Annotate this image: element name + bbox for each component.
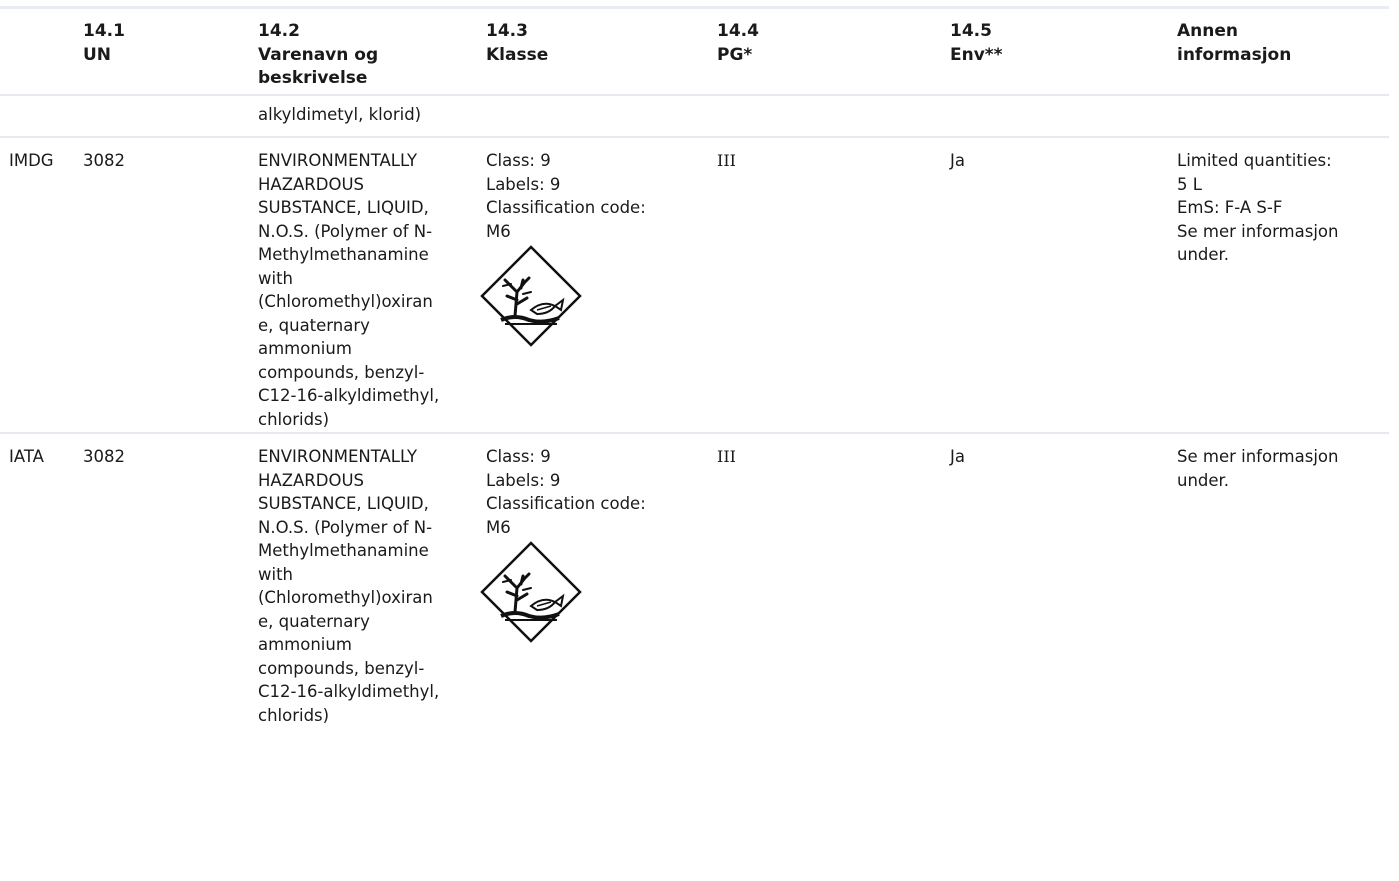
cell-line: ENVIRONMENTALLY [258, 447, 418, 466]
header-class-label: Klasse [486, 44, 549, 65]
header-env-number: 14.5 [950, 21, 992, 41]
cell-line: ammonium [258, 635, 352, 654]
continuation-name-text: alkyldimetyl, klorid) [258, 104, 422, 124]
other-cell: Se mer informasjon under. [1177, 433, 1389, 727]
cell-line: Class: 9 [486, 447, 551, 466]
cell-line: chlorids) [258, 409, 330, 429]
table-top-rule [0, 6, 1389, 9]
cell-line: compounds, benzyl- [258, 362, 425, 382]
cell-line: compounds, benzyl- [258, 658, 425, 678]
cell-line: EmS: F-A S-F [1177, 198, 1283, 217]
cell-line: Se mer informasjon [1177, 221, 1339, 241]
cell-line: Methylmethanamine [258, 245, 429, 264]
table-header-row: 14.1 UN 14.2 Varenavn og beskrivelse 14.… [0, 14, 1389, 96]
cell-line: (Chloromethyl)oxiran [258, 588, 433, 607]
header-pg-label: PG* [717, 44, 753, 65]
cell-line: under. [1177, 245, 1230, 264]
transport-info-table: 14.1 UN 14.2 Varenavn og beskrivelse 14.… [0, 14, 1389, 727]
class-cell: Class: 9 Labels: 9 Classification code: M6 [480, 137, 717, 434]
cell-line: C12-16-alkyldimethyl, [258, 682, 440, 701]
cell-line: Labels: 9 [486, 174, 561, 194]
header-other-label-2: informasjon [1177, 44, 1292, 65]
mode-cell: IATA [9, 447, 44, 466]
cell-line: Labels: 9 [486, 470, 561, 490]
cell-line: e, quaternary [258, 611, 370, 631]
continuation-name-cell: alkyldimetyl, klorid) [258, 94, 486, 138]
env-cell: Ja [950, 137, 1177, 434]
cell-line: N.O.S. (Polymer of N- [258, 517, 433, 537]
environment-hazard-icon [480, 541, 582, 643]
cell-line: under. [1177, 470, 1230, 490]
cell-line: Classification code: [486, 494, 646, 513]
mode-cell: IMDG [0, 137, 83, 434]
header-name-label-2: beskrivelse [258, 68, 368, 88]
cell-line: ammonium [258, 339, 352, 358]
class-cell: Class: 9 Labels: 9 Classification code: M6 [480, 433, 717, 727]
cell-line: Class: 9 [486, 151, 551, 170]
cell-line: N.O.S. (Polymer of N- [258, 221, 433, 241]
un-cell: 3082 [83, 137, 258, 434]
header-mode [0, 14, 83, 96]
header-class-number: 14.3 [486, 21, 528, 41]
cell-line: C12-16-alkyldimethyl, [258, 386, 440, 405]
env-cell: Ja [950, 447, 965, 466]
cell-line: SUBSTANCE, LIQUID, [258, 198, 429, 217]
pg-cell: III [717, 137, 950, 434]
cell-line: chlorids) [258, 705, 330, 725]
cell-line: Se mer informasjon [1177, 447, 1339, 466]
cell-line: with [258, 268, 294, 288]
class-lines: Class: 9 Labels: 9 Classification code: M6 [486, 149, 717, 243]
environment-hazard-icon [480, 245, 582, 347]
header-pg-number: 14.4 [717, 21, 759, 41]
cell-line: M6 [486, 517, 511, 537]
class-lines: Class: 9 Labels: 9 Classification code: M6 [486, 445, 717, 539]
name-cell: ENVIRONMENTALLY HAZARDOUS SUBSTANCE, LIQUI… [258, 433, 486, 727]
header-env-label: Env** [950, 44, 1003, 65]
pg-cell: III [717, 447, 736, 466]
header-un: 14.1 UN [83, 14, 258, 96]
continuation-row: alkyldimetyl, klorid) [0, 94, 1389, 138]
cell-line: M6 [486, 221, 511, 241]
header-name-number: 14.2 [258, 21, 300, 41]
cell-line: with [258, 564, 294, 584]
cell-line: Methylmethanamine [258, 541, 429, 560]
header-pg: 14.4 PG* [717, 14, 950, 96]
header-other: Annen informasjon [1177, 14, 1389, 96]
cell-line: 5 L [1177, 174, 1202, 194]
cell-line: e, quaternary [258, 315, 370, 335]
header-other-label-1: Annen [1177, 21, 1238, 41]
table-row: IATA 3082 ENVIRONMENTALLY HAZARDOUS SUBSTA… [0, 433, 1389, 727]
header-name-label-1: Varenavn og [258, 44, 379, 65]
cell-line: ENVIRONMENTALLY [258, 151, 418, 170]
cell-line: SUBSTANCE, LIQUID, [258, 494, 429, 513]
other-cell: Limited quantities: 5 L EmS: F-A S-F Se mer… [1177, 137, 1389, 434]
cell-line: Limited quantities: [1177, 151, 1332, 170]
cell-line: HAZARDOUS [258, 174, 364, 194]
header-name: 14.2 Varenavn og beskrivelse [258, 14, 486, 96]
cell-line: HAZARDOUS [258, 470, 364, 490]
header-env: 14.5 Env** [950, 14, 1177, 96]
header-un-number: 14.1 [83, 21, 125, 41]
un-cell: 3082 [83, 447, 125, 466]
cell-line: Classification code: [486, 198, 646, 217]
cell-line: (Chloromethyl)oxiran [258, 292, 433, 311]
header-un-label: UN [83, 44, 112, 65]
header-class: 14.3 Klasse [486, 14, 717, 96]
name-cell: ENVIRONMENTALLY HAZARDOUS SUBSTANCE, LIQUI… [258, 137, 486, 434]
table-row: IMDG 3082 ENVIRONMENTALLY HAZARDOUS SUBSTA… [0, 137, 1389, 434]
